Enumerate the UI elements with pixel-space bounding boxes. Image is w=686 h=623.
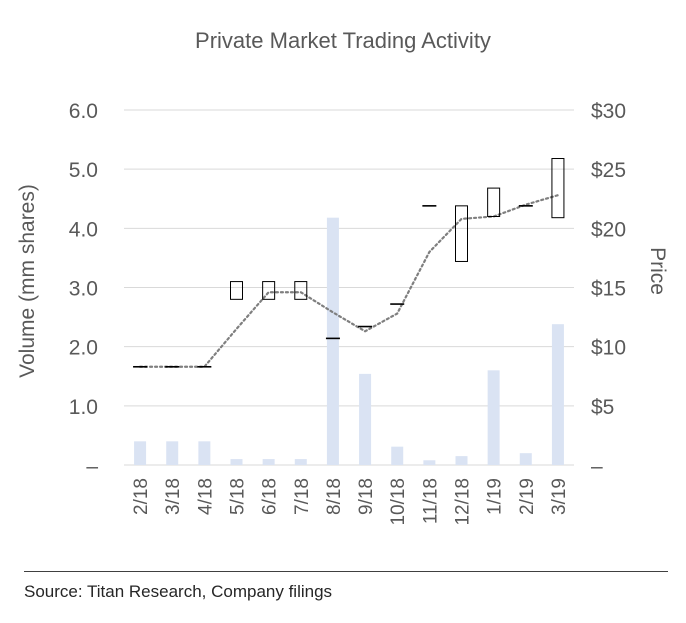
- y-tick-label: –: [86, 455, 98, 478]
- volume-bar: [519, 453, 532, 465]
- y-tick-label: 1.0: [69, 396, 98, 419]
- price-range-box: [294, 281, 308, 300]
- y-tick-label: 3.0: [69, 278, 98, 301]
- x-tick-label: 2/18: [131, 478, 152, 515]
- x-tick-label: 12/18: [453, 478, 474, 526]
- x-tick-label: 6/18: [260, 478, 281, 515]
- volume-bars: [134, 217, 564, 465]
- volume-bar: [198, 441, 211, 465]
- price-range-marks: [133, 158, 565, 368]
- chart-title: Private Market Trading Activity: [195, 28, 491, 53]
- volume-bar: [230, 459, 243, 465]
- x-tick-label: 8/18: [324, 478, 345, 515]
- volume-bar: [423, 460, 436, 465]
- volume-bar: [326, 217, 339, 465]
- x-tick-label: 5/18: [228, 478, 249, 515]
- price-range-box: [487, 187, 501, 218]
- x-tick-label: 3/19: [549, 478, 570, 515]
- x-tick-label: 1/19: [485, 478, 506, 515]
- volume-bar: [359, 373, 372, 465]
- x-tick-label: 3/18: [163, 478, 184, 515]
- y-axis-ticks: – 1.0 2.0 3.0 4.0 5.0 6.0: [69, 100, 99, 478]
- y2-axis-label: Price: [646, 247, 669, 295]
- x-tick-label: 11/18: [420, 478, 441, 524]
- price-range-box: [230, 281, 243, 300]
- y2-tick-label: $10: [591, 337, 626, 360]
- x-tick-label: 4/18: [195, 478, 216, 515]
- volume-bar: [487, 370, 500, 465]
- y2-tick-label: $30: [591, 100, 626, 123]
- x-tick-label: 9/18: [356, 478, 377, 515]
- x-tick-label: 10/18: [388, 478, 409, 526]
- footer-divider: [24, 571, 668, 572]
- volume-bar: [262, 459, 275, 465]
- gridlines: [124, 109, 574, 466]
- y-tick-label: 6.0: [69, 100, 98, 123]
- volume-bar: [455, 456, 468, 465]
- source-note: Source: Titan Research, Company filings: [24, 582, 333, 601]
- y2-tick-label: $25: [591, 159, 626, 182]
- x-tick-label: 2/19: [517, 478, 538, 515]
- price-range-box: [551, 158, 565, 219]
- x-axis-ticks: 2/18 3/18 4/18 5/18 6/18 7/18 8/18 9/18 10/18 11/…: [131, 478, 570, 526]
- y2-axis-ticks: – $5 $10 $15 $20 $25 $30: [591, 100, 626, 478]
- y-tick-label: 2.0: [69, 337, 98, 360]
- volume-bar: [134, 441, 147, 465]
- y-axis-label: Volume (mm shares): [16, 184, 39, 378]
- y2-tick-label: $20: [591, 218, 626, 241]
- volume-bar: [294, 459, 307, 465]
- volume-bar: [551, 324, 564, 465]
- x-tick-label: 7/18: [292, 478, 313, 515]
- y2-tick-label: $5: [591, 396, 614, 419]
- price-range-box: [455, 205, 468, 262]
- volume-bar: [391, 446, 404, 465]
- y2-tick-label: –: [591, 455, 603, 478]
- volume-bar: [166, 441, 179, 465]
- price-trend-line: [138, 194, 560, 368]
- y-tick-label: 4.0: [69, 218, 98, 241]
- price-trend-series: [138, 194, 560, 368]
- y-tick-label: 5.0: [69, 159, 98, 182]
- y2-tick-label: $15: [591, 278, 626, 301]
- price-range-box: [262, 281, 276, 300]
